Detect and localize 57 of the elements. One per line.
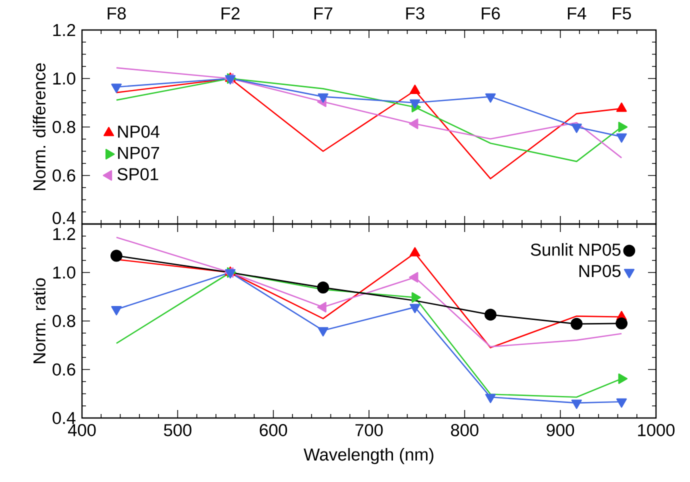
point bbox=[616, 398, 627, 408]
y-tick-label: 0.6 bbox=[52, 363, 76, 376]
legend-label: NP07 bbox=[118, 146, 160, 160]
point bbox=[111, 84, 122, 93]
point bbox=[485, 93, 496, 103]
point bbox=[410, 99, 420, 109]
text: F4 bbox=[568, 7, 586, 20]
y-tick-label: 1.0 bbox=[53, 266, 76, 279]
y-tick-label: 1.0 bbox=[53, 72, 76, 85]
point bbox=[571, 124, 582, 133]
point bbox=[616, 317, 628, 330]
x-tick-label: 800 bbox=[451, 424, 478, 436]
y-axis-title: Norm. ratio bbox=[32, 278, 46, 364]
text: F2 bbox=[222, 7, 240, 20]
text: F5 bbox=[612, 7, 631, 20]
legend-label: NP05 bbox=[579, 264, 621, 278]
point bbox=[412, 292, 421, 303]
point bbox=[111, 306, 122, 316]
legend-label: SP01 bbox=[118, 168, 158, 180]
line-series bbox=[116, 67, 622, 158]
y-tick-label: 0.4 bbox=[52, 412, 76, 424]
y-tick-label: 0.8 bbox=[52, 120, 76, 134]
point bbox=[485, 394, 496, 404]
x-tick-label: 900 bbox=[546, 424, 574, 436]
point bbox=[618, 122, 628, 132]
point bbox=[618, 373, 628, 384]
y-tick-label: 0.8 bbox=[52, 314, 76, 328]
point bbox=[570, 318, 583, 330]
point bbox=[408, 272, 418, 283]
point bbox=[616, 133, 627, 143]
x-tick-label: 1000 bbox=[638, 424, 675, 436]
y-tick-label: 1.2 bbox=[53, 24, 76, 36]
point bbox=[571, 400, 582, 409]
legend-label: Sunlit NP05 bbox=[530, 243, 620, 256]
x-tick-label: 400 bbox=[68, 424, 96, 436]
x-tick-label: 700 bbox=[355, 424, 383, 436]
text: F6 bbox=[482, 7, 500, 20]
point bbox=[408, 118, 418, 130]
x-tick-label: 600 bbox=[260, 424, 288, 436]
y-tick-label: 0.6 bbox=[52, 169, 76, 182]
point bbox=[317, 282, 330, 294]
legend-label: NP04 bbox=[118, 126, 160, 138]
x-axis-title: Wavelength (nm) bbox=[304, 448, 434, 464]
y-tick-label: 0.4 bbox=[52, 212, 76, 224]
x-tick-label: 500 bbox=[164, 424, 192, 436]
text: F7 bbox=[314, 7, 332, 20]
point bbox=[318, 93, 328, 103]
text: F8 bbox=[108, 7, 126, 20]
y-axis-title: Norm. difference bbox=[32, 63, 46, 190]
point bbox=[484, 308, 496, 321]
point bbox=[317, 302, 326, 312]
point bbox=[318, 327, 328, 336]
y-tick-label: 1.2 bbox=[53, 228, 76, 240]
point bbox=[410, 247, 420, 256]
point bbox=[410, 304, 420, 314]
point bbox=[110, 250, 122, 262]
text: F3 bbox=[406, 7, 424, 20]
